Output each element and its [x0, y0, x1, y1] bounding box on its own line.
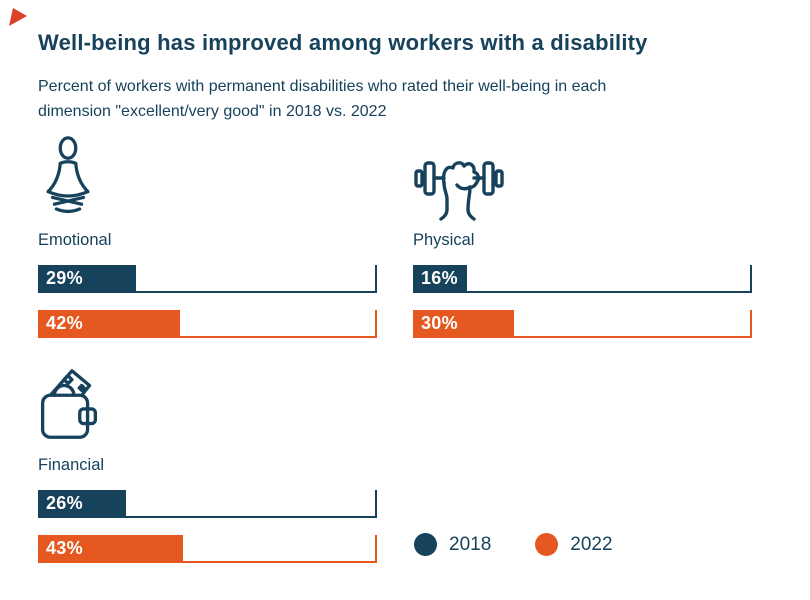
legend-item-2022: 2022 — [535, 533, 613, 556]
physical-icon-box — [413, 130, 752, 224]
chart-subtitle-line2: dimension "excellent/very good" in 2018 … — [38, 103, 387, 120]
category-label-physical: Physical — [413, 231, 475, 249]
financial-2018-bar-track: 26% — [38, 490, 377, 518]
meditation-icon — [46, 136, 90, 214]
chart-title: Well-being has improved among workers wi… — [38, 30, 648, 55]
emotional-2022-value: 42% — [46, 312, 83, 333]
chart-header: Well-being has improved among workers wi… — [38, 30, 758, 124]
legend: 2018 2022 — [414, 533, 613, 556]
legend-label-2018: 2018 — [449, 533, 492, 555]
emotional-2018-bar-track: 29% — [38, 265, 377, 293]
chart-subtitle-line1: Percent of workers with permanent disabi… — [38, 78, 607, 95]
category-label-financial: Financial — [38, 456, 105, 474]
legend-item-2018: 2018 — [414, 533, 491, 556]
physical-2018-bar-track: 16% — [413, 265, 752, 293]
panel-physical: Physical 16% 30% — [413, 130, 752, 338]
physical-2022-bar-track: 30% — [413, 310, 752, 338]
corner-accent-shape — [9, 8, 27, 26]
financial-icon-box — [38, 355, 377, 449]
panel-financial: Financial 26% 43% — [38, 355, 377, 563]
emotional-2018-value: 29% — [46, 267, 83, 288]
panel-emotional: Emotional 29% 42% — [38, 130, 377, 338]
physical-2022-bar: 30% — [413, 310, 515, 336]
financial-2022-bar: 43% — [38, 535, 183, 561]
physical-2022-value: 30% — [421, 312, 458, 333]
dumbbell-fist-icon — [414, 161, 504, 221]
emotional-icon-box — [38, 130, 377, 224]
physical-2018-value: 16% — [421, 267, 458, 288]
financial-2018-value: 26% — [46, 492, 83, 513]
emotional-2018-bar: 29% — [38, 265, 136, 291]
financial-2022-value: 43% — [46, 537, 83, 558]
financial-2022-bar-track: 43% — [38, 535, 377, 563]
wallet-money-icon — [40, 369, 98, 439]
legend-dot-2022-icon — [535, 533, 559, 556]
corner-accent-icon — [9, 8, 27, 26]
emotional-2022-bar: 42% — [38, 310, 180, 336]
chart-subtitle: Percent of workers with permanent disabi… — [38, 74, 758, 124]
financial-2018-bar: 26% — [38, 490, 126, 516]
legend-label-2022: 2022 — [570, 533, 613, 555]
emotional-2022-bar-track: 42% — [38, 310, 377, 338]
category-label-emotional: Emotional — [38, 231, 112, 249]
physical-2018-bar: 16% — [413, 265, 467, 291]
legend-dot-2018-icon — [414, 533, 437, 556]
